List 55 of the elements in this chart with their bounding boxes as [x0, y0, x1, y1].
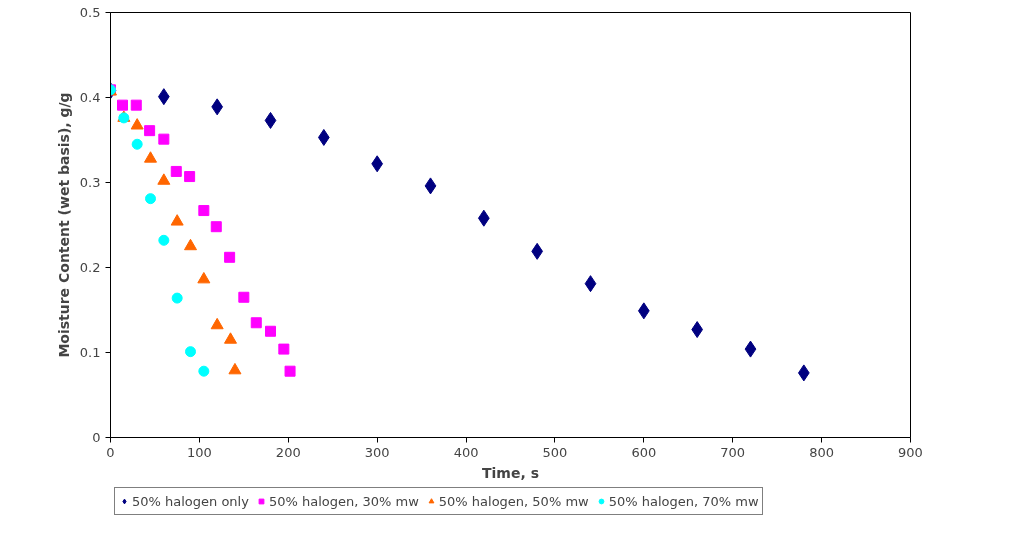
- point: [158, 133, 170, 145]
- point: [198, 205, 210, 217]
- point: [284, 365, 296, 377]
- point: [184, 238, 197, 251]
- point: [130, 118, 144, 130]
- legend-label: 50% halogen, 50% mw: [438, 493, 589, 509]
- point: [144, 125, 156, 137]
- point: [278, 343, 290, 355]
- y-tick-label: 0.2: [79, 260, 101, 275]
- point: [157, 173, 171, 185]
- point: [197, 271, 211, 284]
- point: [158, 234, 170, 246]
- y-axis-title: Moisture Content (wet basis), g/g: [55, 92, 72, 358]
- x-tick-label: 400: [453, 444, 479, 460]
- point: [265, 325, 276, 337]
- x-tick-label: 100: [186, 444, 212, 460]
- point: [131, 138, 143, 150]
- point: [198, 365, 210, 377]
- point: [117, 99, 128, 111]
- point: [250, 317, 262, 329]
- point: [224, 251, 236, 263]
- x-tick-label: 600: [631, 444, 657, 460]
- point: [238, 291, 250, 303]
- y-tick-label: 0.3: [79, 175, 101, 190]
- point: [424, 177, 437, 195]
- y-tick-label: 0.5: [79, 5, 101, 20]
- point: [224, 332, 237, 344]
- x-tick-label: 700: [720, 444, 746, 460]
- x-tick-label: 200: [275, 444, 301, 460]
- x-tick-label: 300: [364, 444, 390, 460]
- point: [184, 171, 196, 183]
- point: [210, 221, 222, 233]
- point: [744, 340, 757, 358]
- point: [145, 193, 156, 205]
- y-tick-label: 0.4: [79, 90, 101, 105]
- x-tick-label: 0: [106, 444, 115, 460]
- point: [130, 99, 142, 111]
- point: [170, 214, 184, 226]
- point: [144, 151, 157, 163]
- point: [584, 275, 597, 293]
- x-tick-label: 800: [809, 444, 835, 460]
- legend-label: 50% halogen only: [132, 493, 249, 509]
- point: [228, 362, 242, 375]
- legend-label: 50% halogen, 30% mw: [268, 493, 419, 509]
- point: [210, 317, 224, 330]
- point: [171, 292, 183, 304]
- x-axis-title: Time, s: [482, 464, 539, 481]
- y-tick-label: 0: [92, 430, 101, 445]
- x-tick-label: 500: [542, 444, 568, 460]
- legend-label: 50% halogen, 70% mw: [608, 493, 759, 509]
- point: [170, 165, 182, 177]
- y-tick-label: 0.1: [79, 345, 101, 360]
- point: [185, 346, 196, 358]
- point: [264, 111, 277, 129]
- x-tick-label: 900: [898, 444, 923, 460]
